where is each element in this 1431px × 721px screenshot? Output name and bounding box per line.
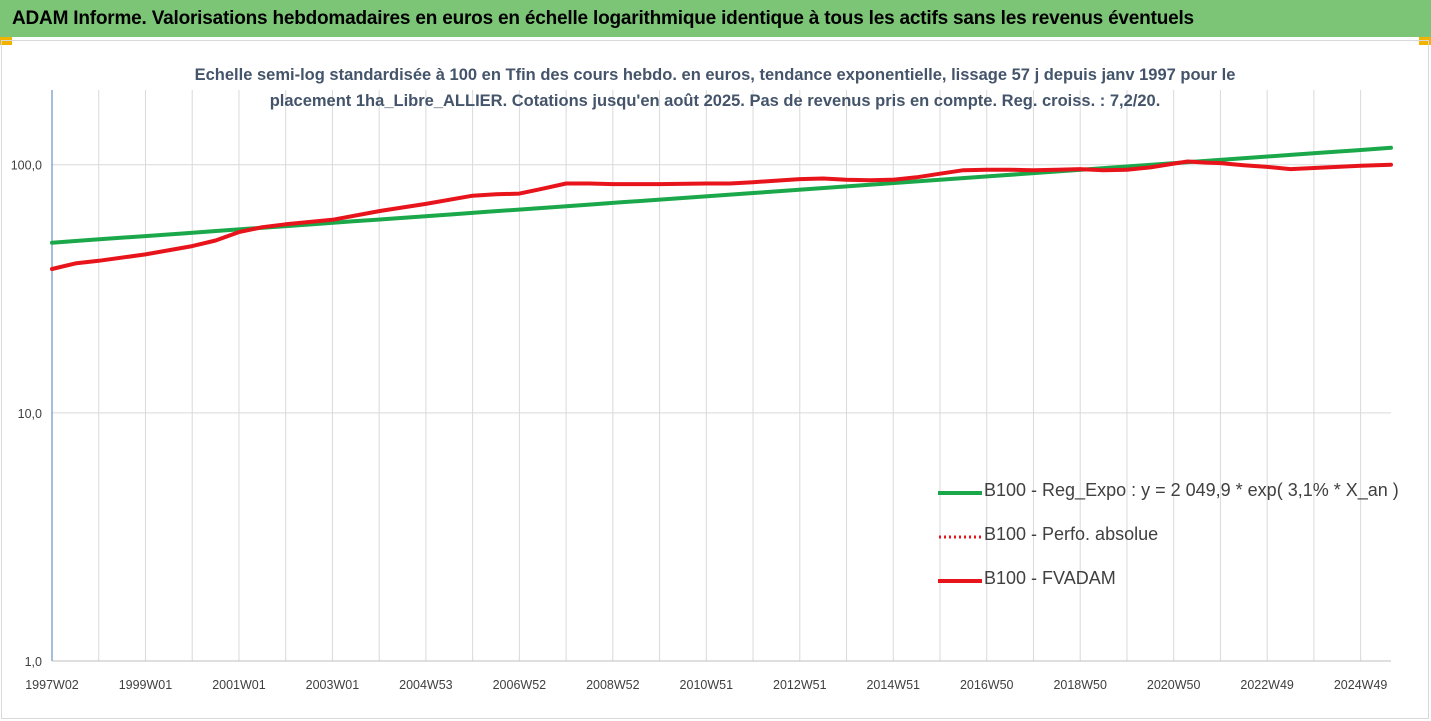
report-banner: ADAM Informe. Valorisations hebdomadaire…	[0, 0, 1431, 37]
banner-title: ADAM Informe. Valorisations hebdomadaire…	[12, 8, 1194, 29]
y-tick-label: 1,0	[25, 655, 42, 669]
legend-swatch-fvadam	[938, 579, 982, 583]
x-tick-label: 2006W52	[493, 678, 547, 692]
x-tick-label: 2020W50	[1147, 678, 1201, 692]
x-tick-label: 2016W50	[960, 678, 1014, 692]
chart-title-line-2: placement 1ha_Libre_ALLIER. Cotations ju…	[269, 92, 1161, 110]
legend-label-perfo: B100 - Perfo. absolue	[984, 524, 1159, 544]
legend-label-fvadam: B100 - FVADAM	[984, 568, 1116, 588]
x-tick-label: 2012W51	[773, 678, 827, 692]
corner-mark-right	[1419, 37, 1431, 45]
chart-title-line-1: Echelle semi-log standardisée à 100 en T…	[194, 66, 1236, 84]
x-tick-label: 2008W52	[586, 678, 640, 692]
x-tick-label: 2022W49	[1240, 678, 1294, 692]
y-tick-label: 100,0	[11, 159, 42, 173]
y-tick-label: 10,0	[18, 407, 42, 421]
chart-frame	[1, 40, 1429, 719]
x-tick-label: 2018W50	[1053, 678, 1107, 692]
x-tick-label: 1999W01	[119, 678, 173, 692]
grid-lines	[52, 90, 1391, 662]
corner-mark-left	[0, 37, 12, 45]
legend-swatch-perfo	[939, 535, 982, 539]
x-tick-label: 1997W02	[25, 678, 79, 692]
x-tick-label: 2010W51	[680, 678, 734, 692]
y-tick-labels: 1,0 10,0 100,0	[11, 159, 42, 669]
legend-label-regression: B100 - Reg_Expo : y = 2 049,9 * exp( 3,1…	[984, 480, 1399, 500]
chart-title: Echelle semi-log standardisée à 100 en T…	[150, 62, 1280, 114]
x-tick-label: 2024W49	[1334, 678, 1388, 692]
series-line-fvadam	[50, 159, 1393, 271]
x-tick-label: 2014W51	[866, 678, 920, 692]
series-lines	[50, 145, 1393, 271]
x-tick-label: 2001W01	[212, 678, 266, 692]
x-tick-label: 2003W01	[306, 678, 360, 692]
legend-swatch-regression	[938, 491, 982, 495]
x-tick-labels: 1997W02 1999W01 2001W01 2003W01 2004W53 2006W…	[25, 678, 1387, 692]
x-tick-label: 2004W53	[399, 678, 453, 692]
axes	[51, 90, 1391, 662]
